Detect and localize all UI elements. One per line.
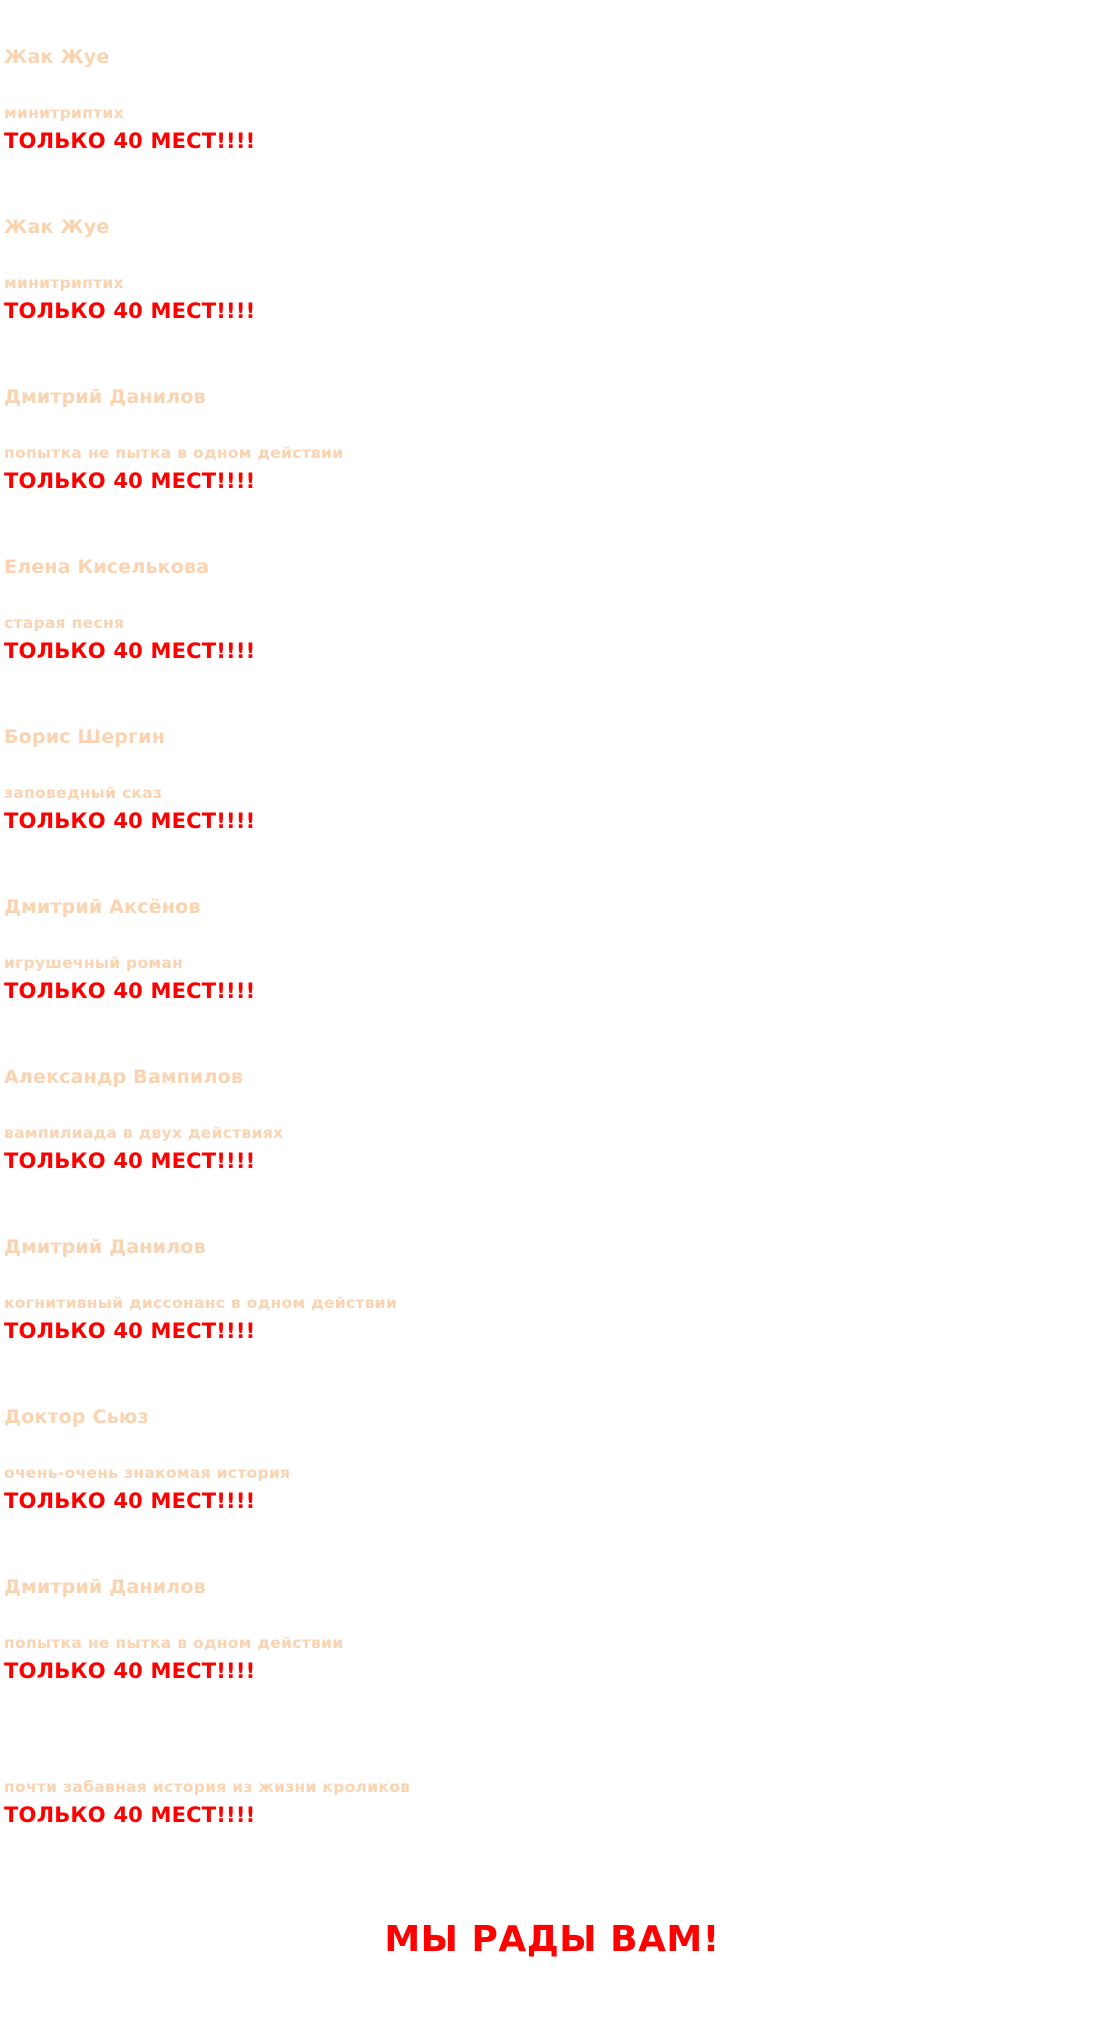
- seats-notice: ТОЛЬКО 40 МЕСТ!!!!: [4, 1149, 256, 1173]
- seats-notice: ТОЛЬКО 40 МЕСТ!!!!: [4, 1803, 256, 1827]
- event-subtitle: почти забавная история из жизни кроликов: [4, 1778, 411, 1796]
- event-subtitle: минитриптих: [4, 274, 124, 292]
- event-author: Александр Вампилов: [4, 1066, 244, 1088]
- seats-notice: ТОЛЬКО 40 МЕСТ!!!!: [4, 639, 256, 663]
- event-author: Дмитрий Данилов: [4, 386, 206, 408]
- seats-notice: ТОЛЬКО 40 МЕСТ!!!!: [4, 979, 256, 1003]
- event-author: Дмитрий Данилов: [4, 1576, 206, 1598]
- event-author: Жак Жуе: [4, 216, 110, 238]
- event-author: Дмитрий Аксёнов: [4, 896, 201, 918]
- event-subtitle: минитриптих: [4, 104, 124, 122]
- seats-notice: ТОЛЬКО 40 МЕСТ!!!!: [4, 469, 256, 493]
- event-author: Дмитрий Данилов: [4, 1236, 206, 1258]
- event-subtitle: игрушечный роман: [4, 954, 184, 972]
- seats-notice: ТОЛЬКО 40 МЕСТ!!!!: [4, 1659, 256, 1683]
- event-subtitle: заповедный сказ: [4, 784, 163, 802]
- seats-notice: ТОЛЬКО 40 МЕСТ!!!!: [4, 299, 256, 323]
- event-subtitle: очень-очень знакомая история: [4, 1464, 291, 1482]
- event-subtitle: попытка не пытка в одном действии: [4, 1634, 344, 1652]
- seats-notice: ТОЛЬКО 40 МЕСТ!!!!: [4, 1489, 256, 1513]
- event-author: Елена Киселькова: [4, 556, 210, 578]
- event-subtitle: попытка не пытка в одном действии: [4, 444, 344, 462]
- event-author: Доктор Сьюз: [4, 1406, 149, 1428]
- event-subtitle: старая песня: [4, 614, 125, 632]
- event-author: Жак Жуе: [4, 46, 110, 68]
- seats-notice: ТОЛЬКО 40 МЕСТ!!!!: [4, 129, 256, 153]
- event-subtitle: вампилиада в двух действиях: [4, 1124, 284, 1142]
- seats-notice: ТОЛЬКО 40 МЕСТ!!!!: [4, 809, 256, 833]
- event-author: Борис Шергин: [4, 726, 166, 748]
- seats-notice: ТОЛЬКО 40 МЕСТ!!!!: [4, 1319, 256, 1343]
- event-subtitle: когнитивный диссонанс в одном действии: [4, 1294, 398, 1312]
- welcome-message: МЫ РАДЫ ВАМ!: [384, 1919, 720, 1960]
